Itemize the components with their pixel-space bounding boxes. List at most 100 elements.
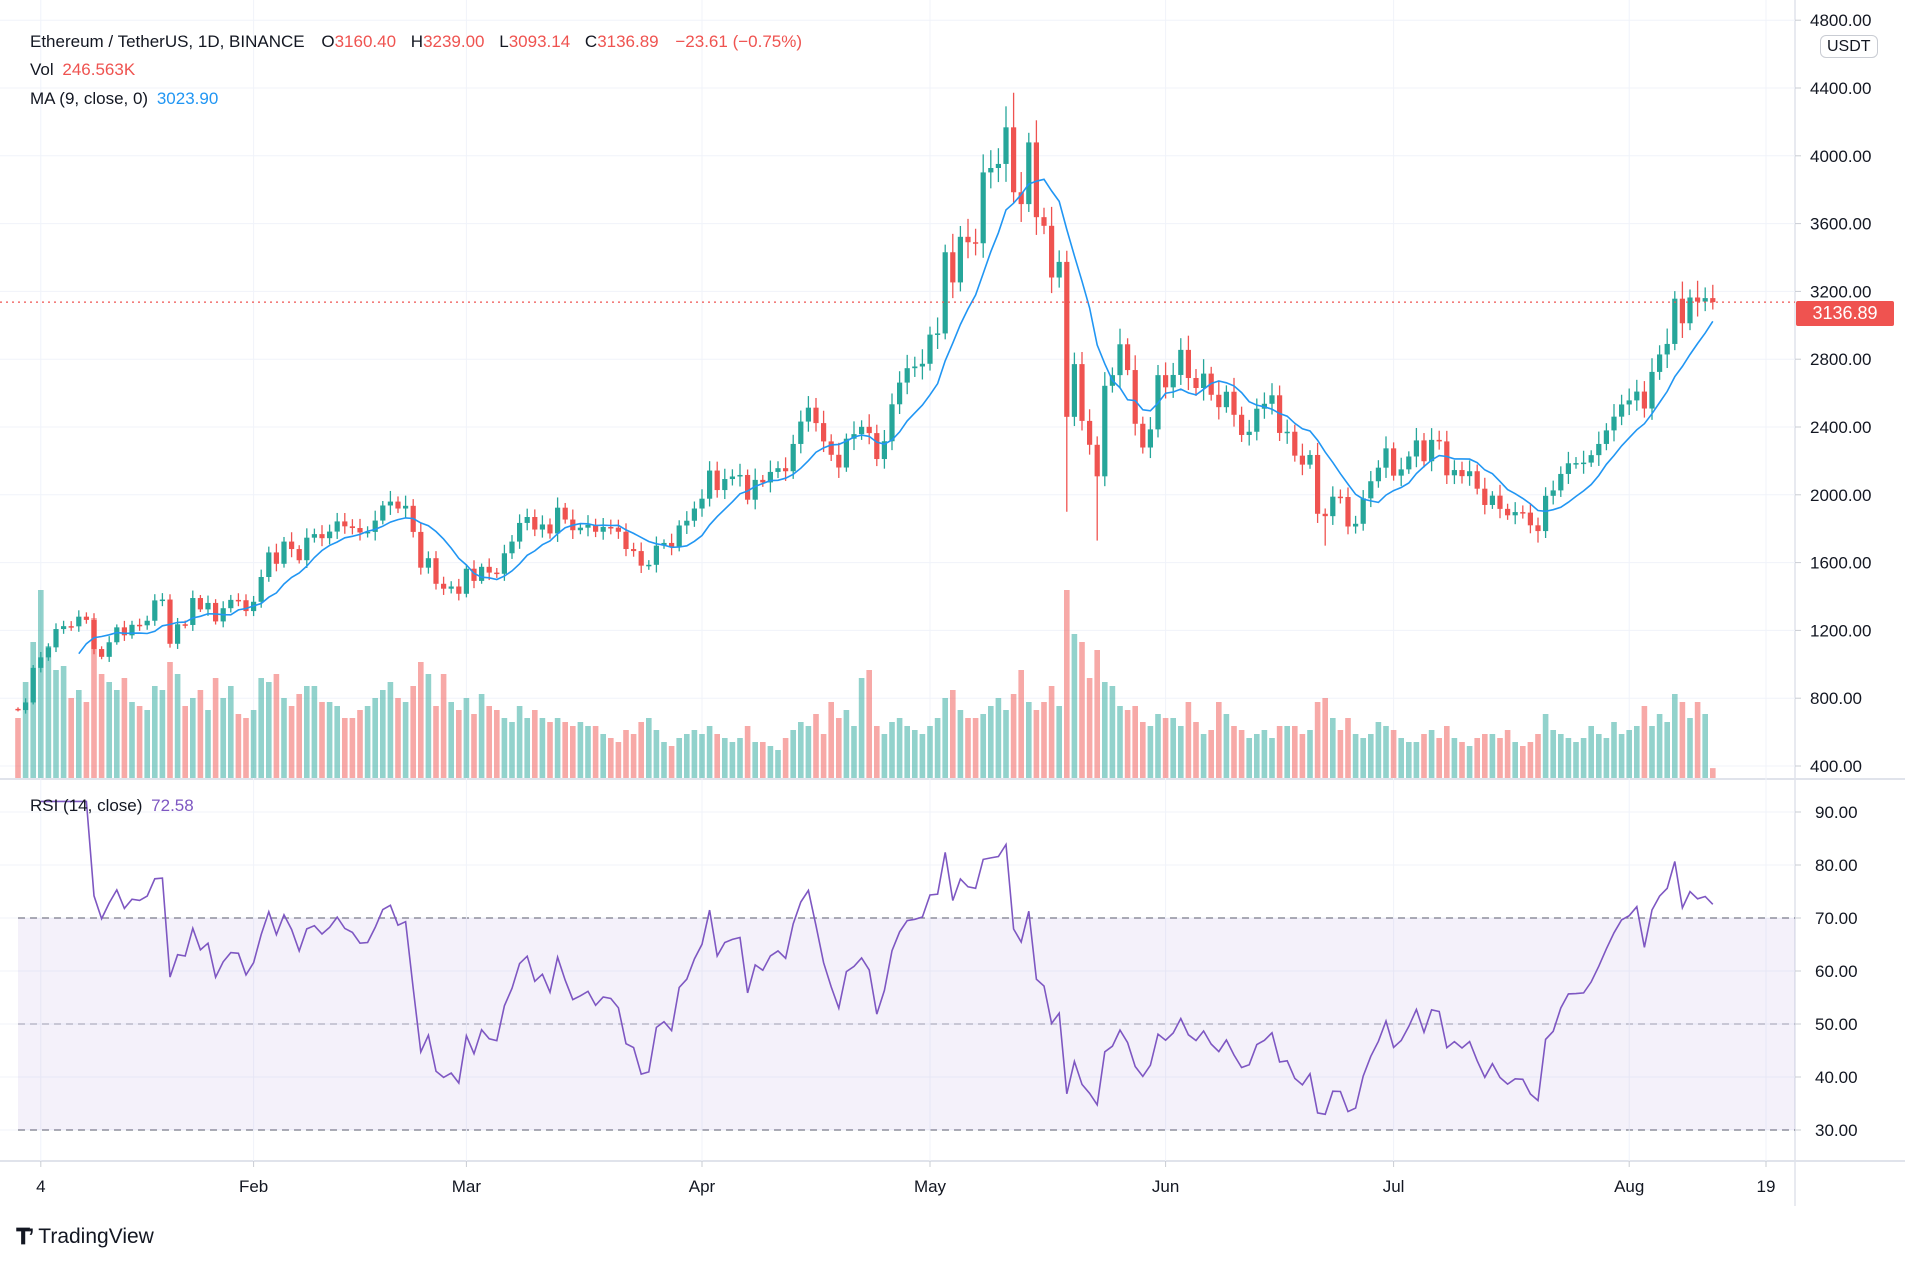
candle-body	[973, 242, 979, 244]
volume-bar	[1018, 670, 1024, 778]
candle-body	[1398, 469, 1404, 476]
candle-body	[197, 598, 203, 610]
last-price-tag: 3136.89	[1796, 301, 1894, 326]
candle	[114, 624, 120, 645]
currency-unit-button[interactable]: USDT	[1820, 35, 1878, 58]
volume-bar	[1550, 730, 1556, 778]
candle	[372, 510, 378, 541]
candle	[722, 468, 728, 500]
candle	[205, 595, 211, 616]
ma-legend[interactable]: MA (9, close, 0) 3023.90	[30, 89, 222, 109]
candle	[1558, 466, 1564, 497]
candle-body	[707, 470, 713, 499]
candle-body	[1307, 454, 1313, 465]
volume-bar	[243, 718, 249, 778]
volume-bar	[1086, 678, 1093, 778]
candle-body	[1094, 444, 1100, 477]
candle-body	[1322, 513, 1328, 517]
candle	[349, 519, 355, 535]
symbol-title: Ethereum / TetherUS, 1D, BINANCE	[30, 32, 305, 51]
volume-bar	[129, 702, 135, 778]
candle-body	[631, 549, 637, 552]
candle	[866, 414, 872, 445]
volume-bar	[1687, 718, 1693, 778]
candle	[1064, 250, 1070, 512]
volume-bar	[326, 702, 333, 778]
volume-bar	[22, 682, 29, 778]
volume-label: Vol	[30, 60, 54, 79]
candle-body	[669, 542, 675, 548]
volume-bar	[98, 674, 105, 778]
candle-body	[729, 476, 735, 480]
volume-bar	[509, 722, 515, 778]
candle-body	[714, 470, 720, 491]
candle-body	[1117, 344, 1123, 376]
candle-body	[387, 501, 393, 506]
candle-body	[190, 598, 196, 625]
volume-bar	[1200, 734, 1207, 778]
price-tick-label: 3200.00	[1810, 282, 1871, 301]
volume-bar	[1558, 734, 1564, 778]
candle	[243, 594, 249, 617]
candle	[729, 469, 735, 486]
price-tick-label: 1600.00	[1810, 554, 1871, 573]
candle	[1497, 484, 1503, 519]
candle	[228, 594, 234, 613]
candle	[1299, 443, 1305, 476]
candle-body	[1558, 473, 1564, 491]
candle	[1581, 450, 1587, 474]
volume-bar	[904, 726, 910, 778]
volume-bar	[1466, 746, 1473, 778]
candle-body	[471, 568, 477, 581]
volume-bar	[182, 706, 188, 778]
candle-body	[1550, 490, 1556, 496]
candle-body	[691, 508, 697, 521]
candle	[1246, 419, 1252, 446]
volume-bar	[38, 590, 44, 778]
rsi-legend[interactable]: RSI (14, close) 72.58	[30, 796, 198, 816]
time-tick-label: Feb	[239, 1177, 268, 1196]
candle-body	[1026, 142, 1032, 205]
candle	[532, 509, 538, 537]
tradingview-logo[interactable]: 𝐓’ TradingView	[16, 1224, 154, 1250]
candle-body	[1132, 370, 1138, 424]
candle	[638, 542, 644, 573]
time-tick-label: Aug	[1614, 1177, 1644, 1196]
candle	[1489, 491, 1495, 509]
candle	[1550, 480, 1556, 505]
volume-bar	[691, 730, 698, 778]
volume-bar	[220, 698, 226, 778]
volume-bar	[706, 726, 713, 778]
volume-bar	[684, 734, 690, 778]
volume-bar	[372, 698, 378, 778]
candle	[798, 410, 804, 454]
candle	[1702, 287, 1708, 312]
volume-bar	[106, 682, 112, 778]
volume-bar	[1580, 738, 1587, 778]
candle	[1565, 451, 1571, 484]
candle-body	[874, 433, 880, 460]
candle-body	[1269, 395, 1275, 404]
volume-bar	[950, 690, 956, 778]
candle	[266, 546, 272, 582]
candle-body	[1603, 430, 1609, 444]
volume-bar	[471, 714, 477, 778]
candle-body	[1664, 343, 1670, 355]
candle-body	[1619, 404, 1625, 417]
candle	[1117, 328, 1123, 389]
candle-body	[1049, 225, 1055, 278]
volume-bar	[1542, 714, 1549, 778]
candle	[258, 569, 264, 608]
close-label: C	[584, 32, 598, 51]
volume-bar	[1710, 768, 1716, 778]
candle	[836, 442, 842, 478]
candle-body	[1527, 512, 1533, 526]
candle	[395, 496, 401, 514]
candle	[843, 433, 849, 472]
rsi-value: 72.58	[151, 796, 194, 815]
candle	[1527, 503, 1533, 534]
candle	[418, 523, 424, 575]
candle	[1383, 436, 1389, 478]
volume-bar	[1398, 738, 1404, 778]
